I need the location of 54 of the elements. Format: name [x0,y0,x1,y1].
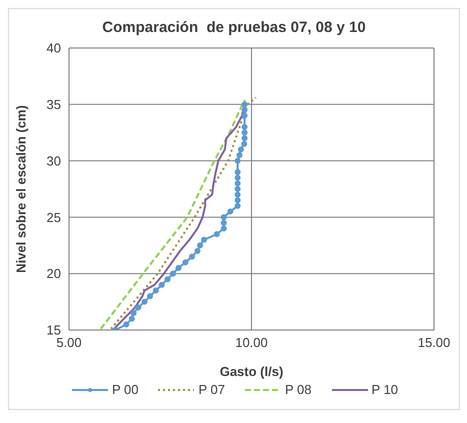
point [135,304,142,310]
point [123,321,130,328]
point [189,254,196,260]
point [194,248,200,254]
point [242,101,248,108]
point [220,220,227,226]
point [242,124,248,130]
legend-label: P 07 [197,382,225,397]
point [234,197,241,204]
point [234,186,241,192]
y-tick-label: 40 [46,40,61,56]
point [234,169,241,176]
point [227,208,234,215]
y-tick-label: 20 [46,266,61,282]
legend-label: P 00 [110,382,138,397]
point [236,152,242,158]
point [176,264,182,271]
point [170,270,176,277]
point [214,231,220,238]
point [147,293,154,300]
point [220,225,227,232]
point [242,130,248,136]
point [242,107,248,114]
point [234,158,241,164]
x-tick-label: 10.00 [235,335,268,350]
point [242,112,248,119]
y-tick-label: 15 [46,322,61,338]
point [234,192,241,198]
y-tick-label: 35 [46,97,61,112]
y-tick-label: 30 [46,153,61,168]
point [234,180,241,186]
point [234,174,241,181]
x-axis-title: Gasto (l/s) [220,364,284,379]
chart-title: Comparación de pruebas 07, 08 y 10 [101,18,367,38]
legend-label: P 08 [284,382,312,397]
point [158,282,165,288]
legend-label: P 10 [370,382,398,397]
point [182,259,188,266]
point [238,146,244,153]
point [201,236,208,243]
point [234,202,241,209]
point [152,288,159,294]
point [197,242,204,248]
point [142,298,148,305]
x-tick-label: 5.00 [56,335,82,350]
point [130,310,137,316]
point [241,140,248,147]
point [164,276,171,282]
point [242,135,248,142]
y-axis-title: Nivel sobre el escalón (cm) [14,105,29,273]
point [128,316,135,322]
point [220,214,227,220]
x-tick-label: 15.00 [418,335,450,350]
y-tick-label: 25 [46,210,61,225]
